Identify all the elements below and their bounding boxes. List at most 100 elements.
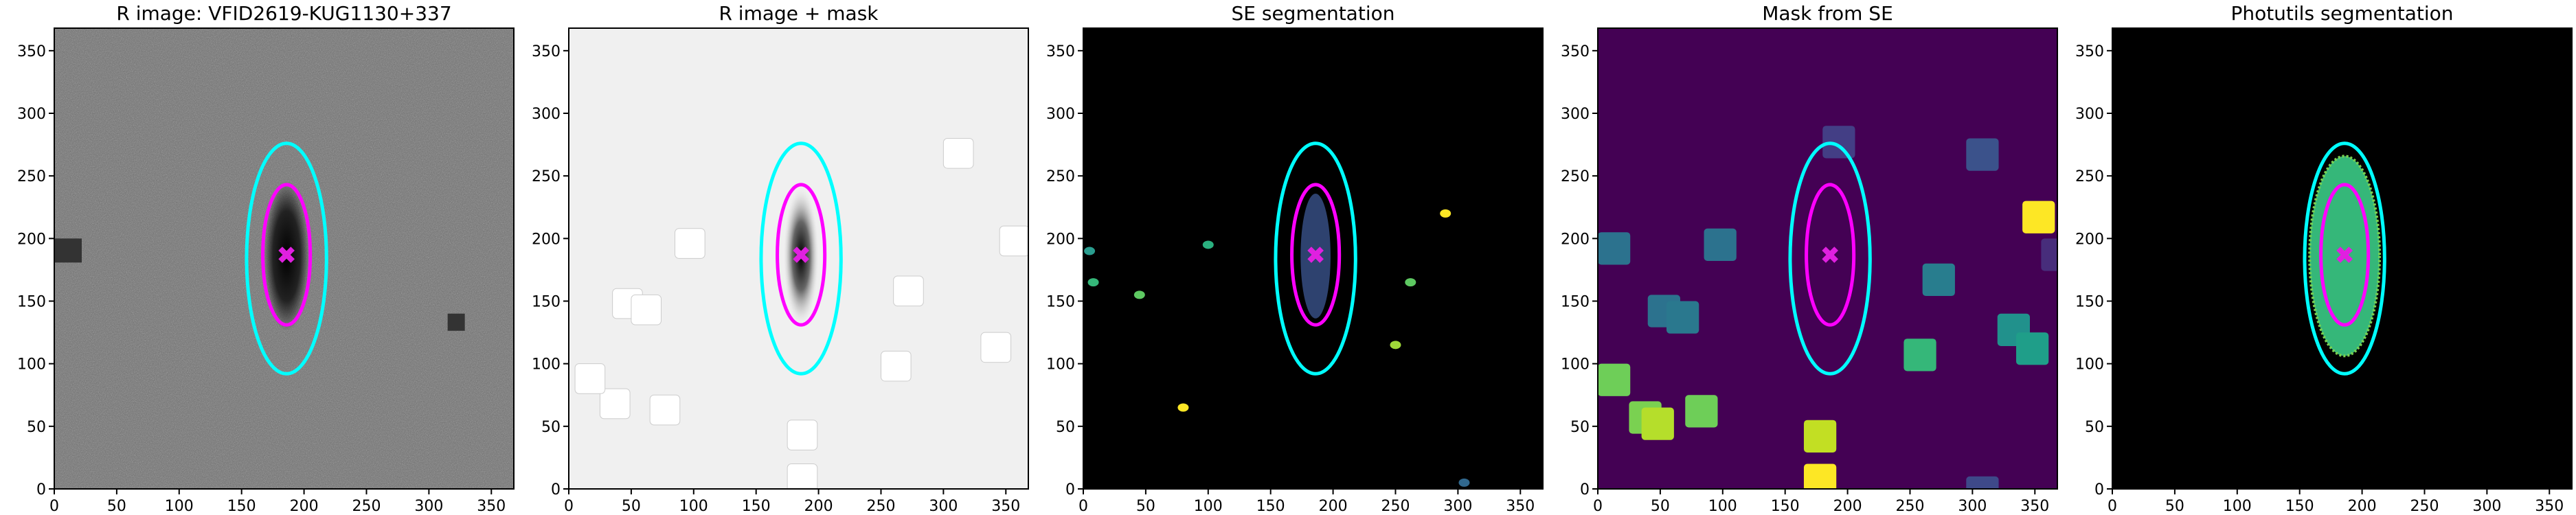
- y-tick-label: 300: [532, 106, 561, 123]
- center-marker: [1307, 247, 1324, 263]
- panel-title: R image + mask: [719, 2, 879, 25]
- y-tick-label: 150: [532, 293, 561, 310]
- x-tick-label: 0: [564, 498, 574, 515]
- x-tick-label: 100: [679, 498, 708, 515]
- x-tick-label: 0: [1593, 498, 1603, 515]
- mask-region: [999, 225, 1028, 257]
- panel-title: Photutils segmentation: [2230, 2, 2453, 25]
- mask-region: [1803, 420, 1837, 453]
- aperture-ellipse: [1290, 183, 1342, 327]
- mask-region: [675, 228, 705, 259]
- x-tick-label: 200: [804, 498, 833, 515]
- axes-frame: [1597, 27, 2058, 490]
- y-tick-label: 50: [1570, 419, 1590, 436]
- x-tick-label: 100: [165, 498, 194, 515]
- mask-region: [649, 394, 681, 426]
- mask-region: [893, 275, 924, 307]
- mask-region: [1666, 301, 1699, 334]
- y-tick-label: 50: [27, 419, 46, 436]
- star: [54, 238, 82, 263]
- x-tick-label: 250: [2410, 498, 2439, 515]
- mask-region: [599, 388, 631, 420]
- mask-region: [1704, 228, 1737, 262]
- x-tick-label: 350: [2020, 498, 2049, 515]
- x-tick-label: 150: [1256, 498, 1285, 515]
- x-tick-label: 350: [477, 498, 506, 515]
- x-tick-label: 350: [2535, 498, 2564, 515]
- y-tick-label: 100: [1561, 356, 1590, 374]
- y-tick-label: 250: [17, 168, 46, 185]
- y-tick-label: 0: [1580, 481, 1590, 499]
- axes-frame: [54, 27, 515, 490]
- segment: [1458, 478, 1470, 487]
- aperture-ellipse: [1805, 183, 1856, 327]
- panel-title: SE segmentation: [1232, 2, 1395, 25]
- y-tick-label: 350: [532, 43, 561, 60]
- segment: [1177, 403, 1189, 412]
- mask-region: [1598, 232, 1631, 265]
- x-tick-label: 200: [290, 498, 319, 515]
- y-tick-label: 200: [532, 231, 561, 248]
- mask-region: [1803, 464, 1837, 489]
- x-tick-label: 200: [2348, 498, 2377, 515]
- y-tick-label: 350: [17, 43, 46, 60]
- y-tick-label: 300: [2075, 106, 2104, 123]
- x-tick-label: 250: [1381, 498, 1410, 515]
- x-tick-label: 300: [1443, 498, 1472, 515]
- y-tick-label: 250: [532, 168, 561, 185]
- mask-region: [1966, 476, 1999, 489]
- y-tick-label: 100: [1046, 356, 1075, 374]
- mask-region: [787, 464, 818, 489]
- segment: [1084, 247, 1096, 255]
- y-tick-label: 0: [1065, 481, 1075, 499]
- axes-frame: [2112, 27, 2573, 490]
- aperture-ellipse: [759, 141, 843, 376]
- y-tick-label: 200: [2075, 231, 2104, 248]
- image: [569, 28, 1028, 489]
- mask-region: [980, 332, 1012, 363]
- segment: [1440, 209, 1451, 218]
- aperture-ellipse: [776, 183, 827, 327]
- y-tick-label: 350: [1561, 43, 1590, 60]
- y-tick-label: 50: [541, 419, 561, 436]
- y-tick-label: 150: [1046, 293, 1075, 310]
- y-tick-label: 50: [2085, 419, 2104, 436]
- x-tick-label: 100: [1194, 498, 1223, 515]
- aperture-ellipse: [1788, 141, 1872, 376]
- mask-region: [1685, 395, 1718, 428]
- y-tick-label: 350: [1046, 43, 1075, 60]
- y-tick-label: 200: [1046, 231, 1075, 248]
- segment: [1202, 240, 1214, 249]
- y-tick-label: 150: [1561, 293, 1590, 310]
- x-tick-label: 150: [2285, 498, 2314, 515]
- y-tick-label: 250: [2075, 168, 2104, 185]
- y-tick-label: 300: [1561, 106, 1590, 123]
- segment: [1087, 278, 1099, 287]
- x-tick-label: 100: [2223, 498, 2252, 515]
- y-tick-label: 250: [1046, 168, 1075, 185]
- y-tick-label: 200: [1561, 231, 1590, 248]
- mask-region: [1903, 339, 1936, 371]
- x-tick-label: 50: [1136, 498, 1155, 515]
- x-tick-label: 50: [2165, 498, 2184, 515]
- x-tick-label: 350: [1506, 498, 1535, 515]
- x-tick-label: 100: [1708, 498, 1737, 515]
- aperture-ellipse: [245, 141, 328, 376]
- mask-region: [1822, 126, 1855, 159]
- y-tick-label: 250: [1561, 168, 1590, 185]
- y-tick-label: 50: [1056, 419, 1075, 436]
- x-tick-label: 350: [991, 498, 1020, 515]
- y-tick-label: 200: [17, 231, 46, 248]
- mask-region: [942, 137, 974, 169]
- panel-title: R image: VFID2619-KUG1130+337: [116, 2, 451, 25]
- y-tick-label: 300: [17, 106, 46, 123]
- y-tick-label: 100: [17, 356, 46, 374]
- x-tick-label: 150: [227, 498, 256, 515]
- y-tick-label: 350: [2075, 43, 2104, 60]
- mask-region: [880, 350, 912, 382]
- mask-region: [2016, 332, 2049, 365]
- mask-region: [574, 363, 606, 394]
- x-tick-label: 250: [866, 498, 895, 515]
- y-tick-label: 0: [551, 481, 561, 499]
